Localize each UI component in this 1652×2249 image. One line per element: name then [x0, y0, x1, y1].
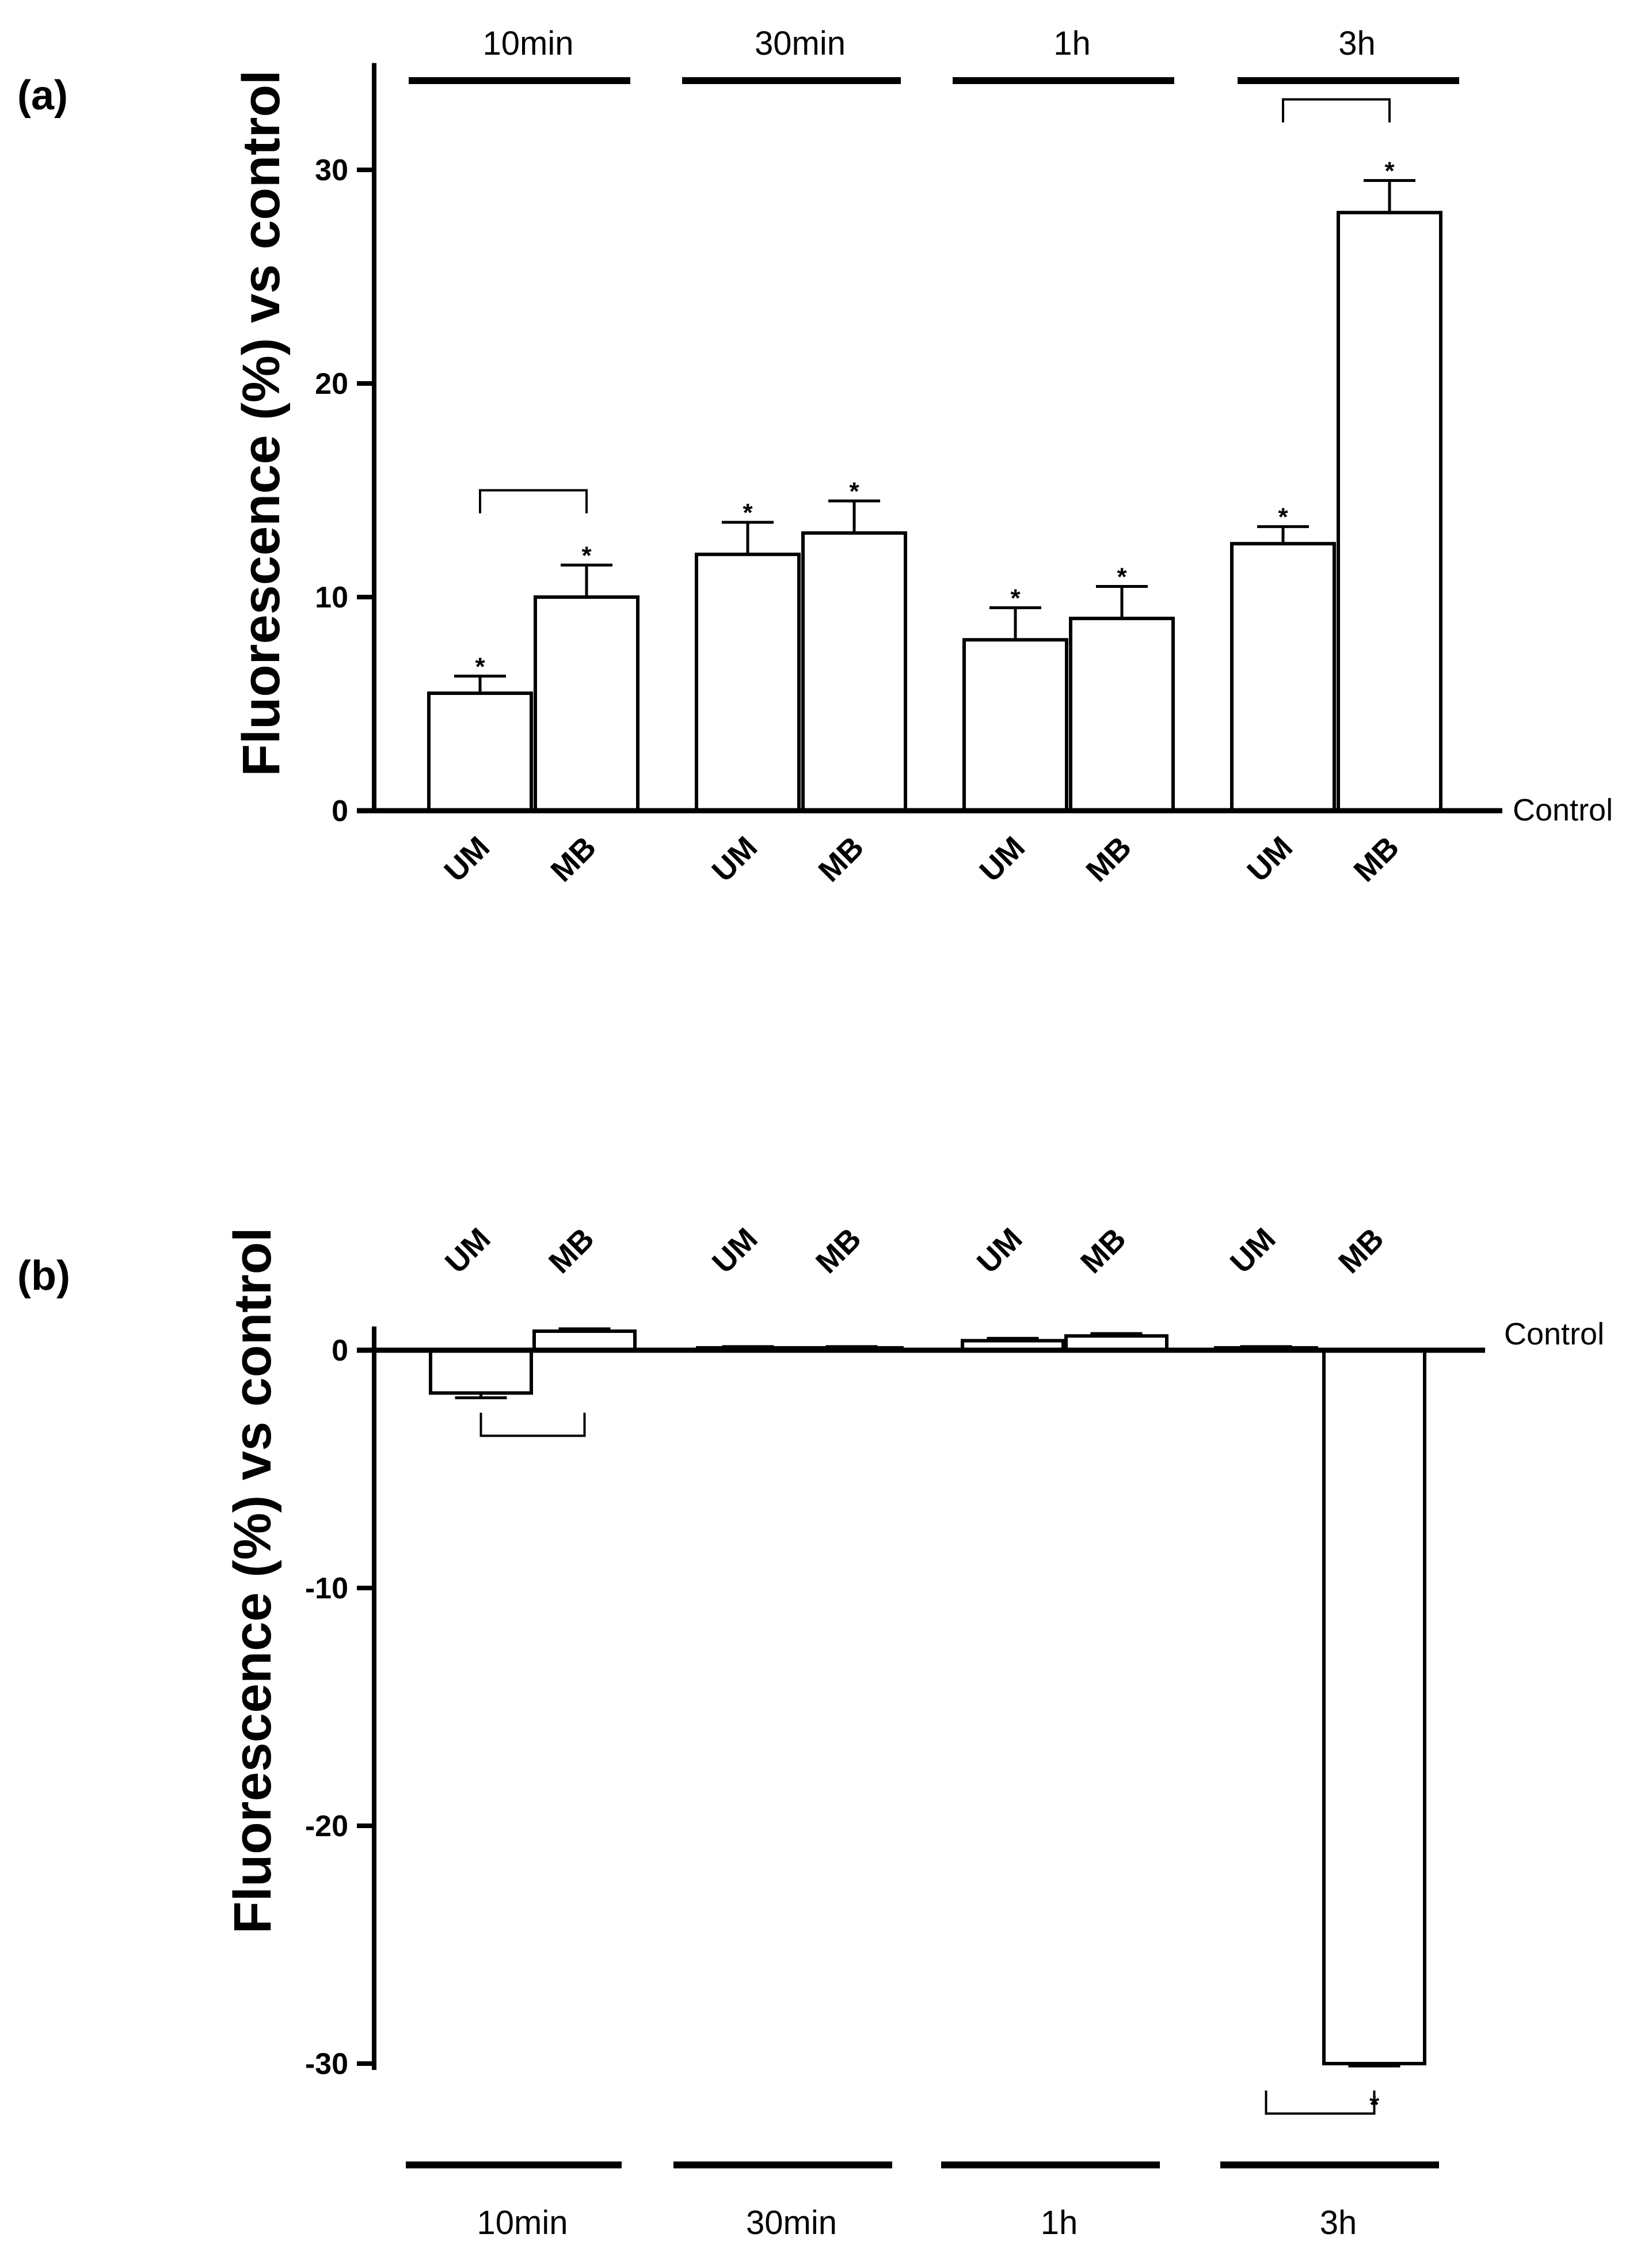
group-label: 1h — [1053, 25, 1091, 62]
brackets-a — [479, 98, 1391, 514]
significance-star: * — [1010, 584, 1021, 613]
category-label: UM — [439, 1221, 497, 1280]
bar-10min-UM — [427, 691, 533, 812]
panel-label-b: (b) — [17, 1253, 70, 1299]
comparison-bracket — [1265, 2090, 1376, 2115]
category-label: UM — [970, 1221, 1029, 1280]
panel-b: (b) Fluorescence (%) vs control UM MB UM MB… — [17, 1221, 1604, 2242]
category-label: UM — [437, 830, 496, 888]
bar-10min-MB — [532, 1329, 637, 1352]
significance-star: * — [1117, 563, 1127, 591]
axes-a: 0 10 20 30 — [315, 63, 1502, 828]
bar-10min-MB — [534, 595, 640, 812]
y-tick-label: -30 — [305, 2047, 348, 2081]
bars-b: * — [429, 1327, 1426, 2119]
bar-3h-MB — [1322, 1348, 1426, 2065]
bar-1h-MB — [1069, 617, 1175, 812]
category-label: MB — [1347, 830, 1406, 888]
control-label-b: Control — [1504, 1317, 1604, 1351]
group-label: 30min — [746, 2204, 837, 2242]
panel-a: (a) Fluorescence (%) vs control 10min 30m… — [17, 25, 1613, 888]
category-label: MB — [544, 830, 603, 888]
group-label: 3h — [1320, 2204, 1357, 2242]
y-tick-label: 10 — [315, 581, 348, 614]
bar-1h-UM — [962, 638, 1068, 812]
brackets-b — [479, 1412, 1376, 2115]
axes-b: 0 -10 -20 -30 — [305, 1326, 1485, 2081]
significance-star: * — [475, 652, 485, 681]
bar-3h-MB — [1337, 211, 1442, 813]
group-label: 10min — [477, 2204, 568, 2242]
y-tick-label: 0 — [332, 1334, 348, 1367]
bar-10min-UM — [429, 1348, 533, 1395]
y-axis-label-a: Fluorescence (%) vs control — [232, 70, 291, 777]
y-axis-label-b: Fluorescence (%) vs control — [223, 1228, 282, 1934]
group-labels-a: 10min 30min 1h 3h — [409, 25, 1459, 84]
category-label: UM — [1224, 1221, 1282, 1280]
significance-star: * — [1384, 157, 1395, 185]
bars-a: * * * * * * * * — [427, 157, 1442, 813]
category-label: UM — [705, 830, 764, 888]
bar-30min-UM — [695, 552, 801, 812]
y-tick-label: -20 — [305, 1810, 348, 1843]
category-label: MB — [812, 830, 870, 888]
significance-star: * — [743, 499, 753, 527]
group-label: 30min — [755, 25, 846, 62]
group-label: 10min — [483, 25, 574, 62]
category-labels-b: UM MB UM MB UM MB UM MB — [439, 1221, 1391, 1280]
category-label: MB — [1074, 1221, 1133, 1280]
y-tick-label: 0 — [332, 795, 348, 828]
group-labels-b: 10min 30min 1h 3h — [406, 2161, 1439, 2242]
y-tick-label: -10 — [305, 1572, 348, 1605]
panel-label-a: (a) — [17, 73, 68, 119]
y-tick-label: 20 — [315, 367, 348, 401]
significance-star: * — [581, 541, 592, 569]
significance-star: * — [849, 477, 859, 506]
category-label: MB — [1332, 1221, 1391, 1280]
category-label: UM — [1240, 830, 1299, 888]
bar-30min-MB — [801, 531, 907, 812]
bar-3h-UM — [1230, 542, 1336, 812]
category-label: MB — [1079, 830, 1138, 888]
y-tick-label: 30 — [315, 154, 348, 187]
category-label: UM — [973, 830, 1031, 888]
category-label: MB — [809, 1221, 868, 1280]
control-label-a: Control — [1513, 793, 1613, 827]
category-labels-a: UM MB UM MB UM MB UM MB — [437, 830, 1406, 888]
group-label: 1h — [1041, 2204, 1078, 2242]
category-label: UM — [706, 1221, 764, 1280]
category-label: MB — [542, 1221, 601, 1280]
group-label: 3h — [1338, 25, 1376, 62]
significance-star: * — [1278, 503, 1288, 531]
comparison-bracket — [479, 489, 588, 514]
comparison-bracket — [1282, 98, 1391, 123]
comparison-bracket — [479, 1412, 586, 1437]
